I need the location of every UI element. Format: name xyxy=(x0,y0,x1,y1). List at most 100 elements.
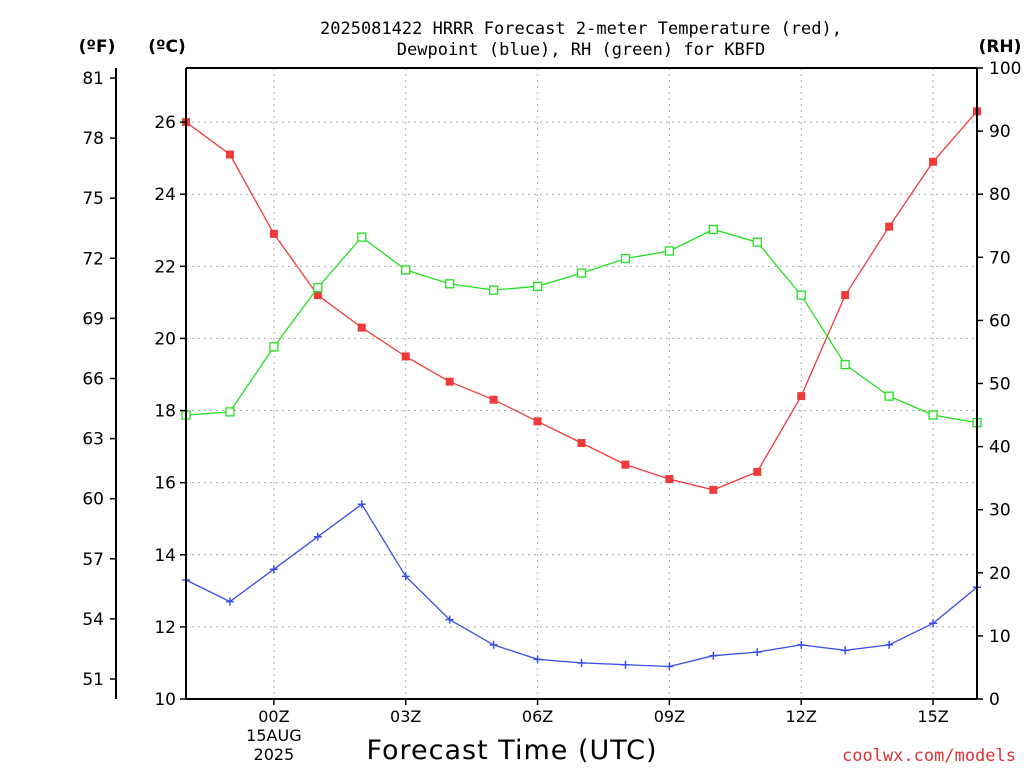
rh-point xyxy=(708,224,718,235)
rh-tick-label: 20 xyxy=(989,564,1011,584)
celsius-tick-label: 14 xyxy=(154,546,176,566)
rh-point xyxy=(884,391,894,401)
credit-text: coolwx.com/models xyxy=(842,746,1016,766)
fahrenheit-tick-label: 54 xyxy=(82,610,104,630)
dewpoint-point xyxy=(533,655,542,664)
rh-point xyxy=(620,253,631,264)
temperature-point xyxy=(401,352,410,361)
unit-celsius: (ºC) xyxy=(148,37,186,57)
fahrenheit-tick-label: 75 xyxy=(82,189,104,209)
temperature-point xyxy=(269,229,278,238)
rh-point xyxy=(576,268,587,278)
temperature-point xyxy=(225,150,234,159)
rh-point xyxy=(664,246,675,256)
rh-point xyxy=(269,342,279,352)
x-tick-label: 15Z xyxy=(917,707,948,726)
x-tick-label: 09Z xyxy=(654,707,685,726)
temperature-point xyxy=(621,460,630,469)
temperature-point xyxy=(489,395,498,404)
chart-title-line1: 2025081422 HRRR Forecast 2-meter Tempera… xyxy=(320,19,842,39)
unit-fahrenheit: (ºF) xyxy=(79,37,116,57)
dewpoint-point xyxy=(797,640,806,649)
chart-title-line2: Dewpoint (blue), RH (green) for KBFD xyxy=(397,40,765,60)
fahrenheit-tick-label: 60 xyxy=(82,490,104,510)
series-layer xyxy=(181,107,982,671)
celsius-tick-label: 16 xyxy=(154,474,176,494)
rh-point xyxy=(488,285,499,295)
unit-rh: (RH) xyxy=(979,37,1022,57)
rh-point xyxy=(532,281,543,291)
grid xyxy=(186,68,977,699)
rh-point xyxy=(752,237,762,247)
temperature-line xyxy=(185,110,978,491)
temperature-point xyxy=(709,485,718,494)
temperature-point xyxy=(885,222,894,231)
dewpoint-point xyxy=(577,658,586,667)
fahrenheit-tick-label: 63 xyxy=(82,430,104,450)
dewpoint-point xyxy=(885,640,894,649)
dewpoint-point xyxy=(709,651,718,660)
rh-point xyxy=(928,410,938,420)
rh-line xyxy=(185,228,978,424)
rh-point xyxy=(401,265,411,275)
temperature-point xyxy=(841,291,850,300)
temperature-point xyxy=(929,157,938,166)
x-tick-label: 00Z xyxy=(258,707,289,726)
rh-tick-label: 60 xyxy=(989,311,1011,331)
rh-point xyxy=(225,407,235,417)
celsius-tick-label: 20 xyxy=(154,329,176,349)
dewpoint-point xyxy=(753,648,762,657)
temperature-point xyxy=(445,377,454,386)
dewpoint-point xyxy=(665,662,674,671)
x-tick-label: 06Z xyxy=(522,707,553,726)
dewpoint-point xyxy=(313,532,322,541)
rh-point xyxy=(357,232,367,242)
axes: 10 12 14 16 18 20 22 24 26 51 54 57 60 63 66 69 72 75 78 81… xyxy=(82,59,1021,764)
dewpoint-line xyxy=(185,503,978,668)
dewpoint-point xyxy=(489,640,498,649)
temperature-point xyxy=(533,417,542,426)
rh-tick-label: 80 xyxy=(989,185,1011,205)
dewpoint-point xyxy=(401,572,410,581)
dewpoint-point xyxy=(225,597,234,606)
rh-point xyxy=(840,359,850,370)
fahrenheit-tick-label: 78 xyxy=(82,129,104,149)
x-date-label: 15AUG xyxy=(246,726,301,745)
dewpoint-point xyxy=(269,565,278,574)
x-year-label: 2025 xyxy=(254,745,295,764)
celsius-tick-label: 24 xyxy=(154,185,176,205)
temperature-point xyxy=(313,291,322,300)
fahrenheit-tick-label: 72 xyxy=(82,249,104,269)
rh-tick-label: 40 xyxy=(989,438,1011,458)
x-tick-label: 03Z xyxy=(390,707,421,726)
temperature-point xyxy=(797,392,806,401)
temperature-point xyxy=(665,475,674,484)
rh-point xyxy=(796,290,806,300)
celsius-tick-label: 26 xyxy=(154,113,176,133)
fahrenheit-tick-label: 69 xyxy=(82,309,104,329)
dewpoint-point xyxy=(445,615,454,624)
temperature-point xyxy=(577,438,586,447)
rh-tick-label: 90 xyxy=(989,122,1011,142)
fahrenheit-tick-label: 57 xyxy=(82,550,104,570)
rh-point xyxy=(445,279,455,289)
x-tick-label: 12Z xyxy=(786,707,817,726)
dewpoint-point xyxy=(357,500,366,509)
rh-point xyxy=(313,282,323,293)
rh-tick-label: 70 xyxy=(989,248,1011,268)
rh-tick-label: 0 xyxy=(989,690,1000,710)
celsius-tick-label: 10 xyxy=(154,690,176,710)
temperature-point xyxy=(753,467,762,476)
rh-tick-label: 30 xyxy=(989,501,1011,521)
temperature-point xyxy=(357,323,366,332)
rh-tick-label: 10 xyxy=(989,627,1011,647)
fahrenheit-tick-label: 51 xyxy=(82,670,104,690)
rh-tick-label: 100 xyxy=(989,59,1021,79)
x-axis-label: Forecast Time (UTC) xyxy=(366,735,657,766)
celsius-tick-label: 18 xyxy=(154,402,176,422)
celsius-tick-label: 22 xyxy=(154,257,176,277)
celsius-tick-label: 12 xyxy=(154,618,176,638)
dewpoint-point xyxy=(841,646,850,655)
rh-tick-label: 50 xyxy=(989,375,1011,395)
